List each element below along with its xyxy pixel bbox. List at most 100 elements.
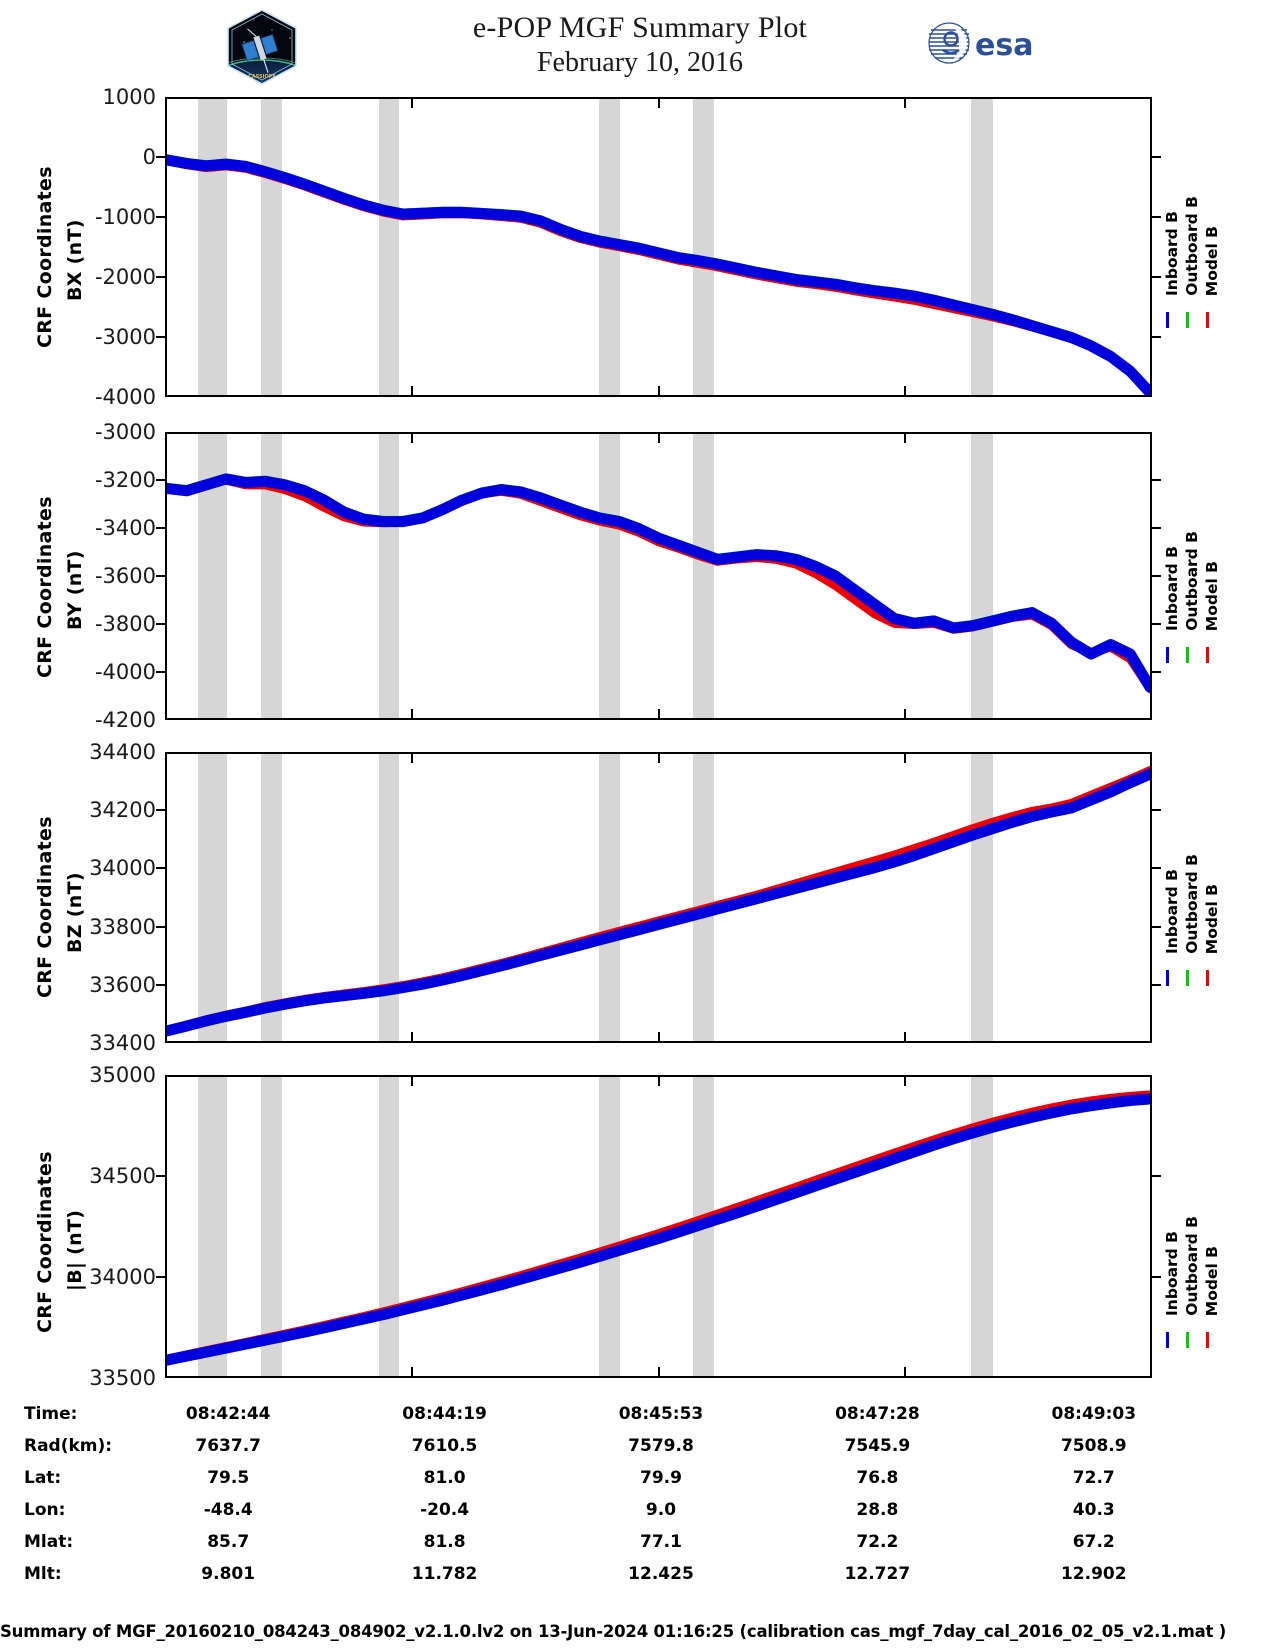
table-row: Lat: 79.5 81.0 79.9 76.8 72.7 (22, 1462, 1202, 1494)
cassiope-mission-patch-icon: CASSIOPE (222, 8, 302, 86)
y-tick-mark (1152, 216, 1161, 218)
plot-panel-bz: 34400 34200 34000 33800 33600 33400 (89, 740, 1161, 1055)
axis-title-by-line2: BY (nT) (64, 550, 86, 630)
esa-logo-icon: esa (925, 20, 1045, 66)
table-cell: 81.8 (423, 1532, 466, 1552)
x-tick-mark (410, 1032, 413, 1043)
y-tick-mark (1152, 526, 1161, 529)
y-tick-label: -3000 (94, 420, 156, 444)
plot-frame-bz (165, 752, 1152, 1043)
table-cell: 72.7 (1072, 1468, 1115, 1488)
axis-title-by-line1: CRF Coordinates (34, 496, 56, 679)
plot-frame-babs (165, 1075, 1152, 1378)
x-tick-mark (904, 1367, 907, 1378)
table-cell: 85.7 (207, 1532, 250, 1552)
shaded-band (598, 754, 621, 1041)
legend-by: Inboard B Outboard B Model B (1163, 495, 1227, 663)
plot-panel-babs: 35000 34500 34000 33500 (89, 1063, 1161, 1390)
table-cell: 08:47:28 (835, 1404, 920, 1424)
table-cell: 67.2 (1072, 1532, 1115, 1552)
legend-swatches-bx (1163, 312, 1227, 328)
legend-label-model: Model B (1203, 883, 1221, 954)
x-tick-mark (657, 1075, 660, 1086)
legend-label-outboard: Outboard B (1183, 854, 1201, 954)
axis-title-babs-line2: |B| (nT) (64, 1209, 86, 1291)
table-cell: 28.8 (856, 1500, 899, 1520)
legend-swatch-model (1206, 1332, 1209, 1348)
table-cell: 7545.9 (844, 1436, 911, 1456)
y-tick-mark (156, 867, 165, 870)
legend-swatch-outboard (1186, 312, 1189, 328)
x-tick-mark (410, 1075, 413, 1086)
legend-swatch-model (1206, 970, 1209, 986)
title-date: February 10, 2016 (536, 47, 744, 78)
table-cell: 12.902 (1060, 1564, 1127, 1584)
series-plot-bx (167, 99, 1150, 395)
legend-babs: Inboard B Outboard B Model B (1163, 1180, 1227, 1348)
y-tick-mark (1152, 276, 1161, 278)
legend-swatch-outboard (1186, 647, 1189, 663)
y-tick-mark (156, 478, 165, 481)
table-row-label: Lat: (24, 1468, 62, 1488)
series-line-model-b (167, 771, 1150, 1030)
y-tick-label: 33600 (89, 972, 156, 997)
x-tick-mark (657, 1367, 660, 1378)
series-plot-by (167, 434, 1150, 718)
y-tick-label: 33800 (89, 914, 156, 939)
shaded-band (379, 1077, 399, 1376)
series-line-inboard-b (167, 1099, 1150, 1360)
axis-title-bz-units: BZ (nT) (64, 838, 92, 988)
x-tick-mark (657, 97, 660, 108)
table-cell: 79.9 (640, 1468, 682, 1488)
shaded-band (379, 99, 399, 395)
y-tick-label: 34200 (89, 798, 156, 823)
y-tick-label: 1000 (102, 85, 156, 109)
plot-frame-bx (165, 97, 1152, 397)
x-tick-mark (904, 1075, 907, 1086)
series-line-model-b (167, 1095, 1150, 1359)
y-tick-mark (156, 336, 165, 338)
table-row: Mlat: 85.7 81.8 77.1 72.2 67.2 (22, 1526, 1202, 1558)
plot-frame-by (165, 432, 1152, 720)
y-tick-mark (1152, 1174, 1161, 1177)
legend-label-outboard: Outboard B (1183, 196, 1201, 296)
plot-panel-bx: 1000 0 -1000 -2000 -3000 -4000 (95, 85, 1161, 409)
series-line-model-b (167, 480, 1150, 688)
y-tick-label: 35000 (89, 1063, 156, 1087)
y-tick-label: -3800 (94, 612, 156, 636)
y-tick-label: 34000 (89, 1265, 156, 1289)
shaded-band (971, 434, 993, 718)
y-tick-mark (156, 156, 165, 158)
shaded-band (198, 754, 227, 1041)
table-row-label: Lon: (24, 1500, 66, 1520)
shaded-band (261, 434, 282, 718)
y-tick-label: -4000 (94, 385, 156, 409)
ephemeris-table: Time: 08:42:44 08:44:19 08:45:53 08:47:28 08:… (0, 1398, 1275, 1590)
legend-bx: Inboard B Outboard B Model B (1163, 160, 1227, 328)
axis-title-bz-line1: CRF Coordinates (34, 816, 56, 999)
y-tick-mark (156, 1174, 165, 1177)
table-row: Rad(km): 7637.7 7610.5 7579.8 7545.9 7508.9 (22, 1430, 1202, 1462)
legend-label-inboard: Inboard B (1163, 1231, 1181, 1316)
legend-label-inboard: Inboard B (1163, 869, 1181, 954)
table-cell: 08:49:03 (1051, 1404, 1137, 1424)
x-tick-mark (410, 709, 413, 720)
table-row: Lon: -48.4 -20.4 9.0 28.8 40.3 (22, 1494, 1202, 1526)
x-tick-mark (904, 97, 907, 108)
table-cell: 08:44:19 (402, 1404, 487, 1424)
shaded-band (692, 434, 714, 718)
legend-label-model: Model B (1203, 1245, 1221, 1316)
axis-title-babs-units: |B| (nT) (64, 1175, 92, 1325)
legend-labels-babs: Inboard B Outboard B Model B (1163, 1180, 1227, 1316)
legend-label-inboard: Inboard B (1163, 546, 1181, 631)
table-cell: 7610.5 (411, 1436, 478, 1456)
shaded-band (598, 434, 621, 718)
table-cell: -20.4 (420, 1500, 470, 1520)
legend-swatch-outboard (1186, 970, 1189, 986)
series-line-outboard-b (167, 1098, 1150, 1359)
y-tick-label: 0 (142, 145, 156, 169)
legend-label-inboard: Inboard B (1163, 211, 1181, 296)
svg-text:CASSIOPE: CASSIOPE (248, 74, 276, 80)
footer-summary-text: Summary of MGF_20160210_084243_084902_v2… (0, 1622, 1227, 1641)
y-tick-mark (1152, 156, 1161, 158)
